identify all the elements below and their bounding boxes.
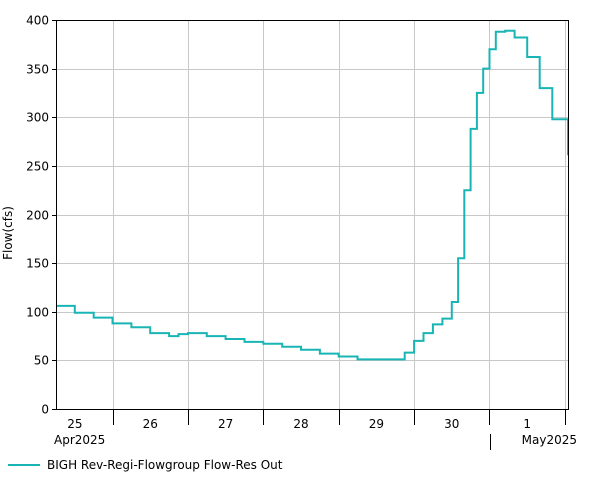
y-tick-label: 50 [34,354,49,368]
y-tick-label: 250 [26,160,49,174]
x-tick-label: 1 [523,417,531,431]
x-tick-label: 30 [444,417,459,431]
series-layer [56,29,569,361]
x-tick-label: 25 [67,417,82,431]
x-tick-label: 29 [369,417,384,431]
plot-frame [56,20,569,410]
x-tick-label: 27 [218,417,233,431]
x-month-label: May2025 [522,433,577,447]
y-tick-label: 100 [26,306,49,320]
y-tick-labels: 0 50 100 150 200 250 300 350 400 [26,14,56,417]
series-line [56,29,569,361]
x-tick-labels: 25 26 27 28 29 30 1 Apr2025 May2025 [54,409,577,450]
y-tick-label: 0 [41,403,49,417]
x-tick-label: 26 [143,417,158,431]
y-tick-label: 150 [26,257,49,271]
legend-swatch [8,464,40,466]
y-tick-label: 400 [26,14,49,28]
legend: BIGH Rev-Regi-Flowgroup Flow-Res Out [8,457,282,473]
y-tick-label: 350 [26,63,49,77]
y-tick-label: 300 [26,111,49,125]
x-tick-label: 28 [293,417,308,431]
grid-lines [56,20,568,410]
y-tick-label: 200 [26,209,49,223]
y-axis-label: Flow(cfs) [1,206,15,260]
legend-label: BIGH Rev-Regi-Flowgroup Flow-Res Out [47,458,283,472]
x-month-label: Apr2025 [54,433,105,447]
